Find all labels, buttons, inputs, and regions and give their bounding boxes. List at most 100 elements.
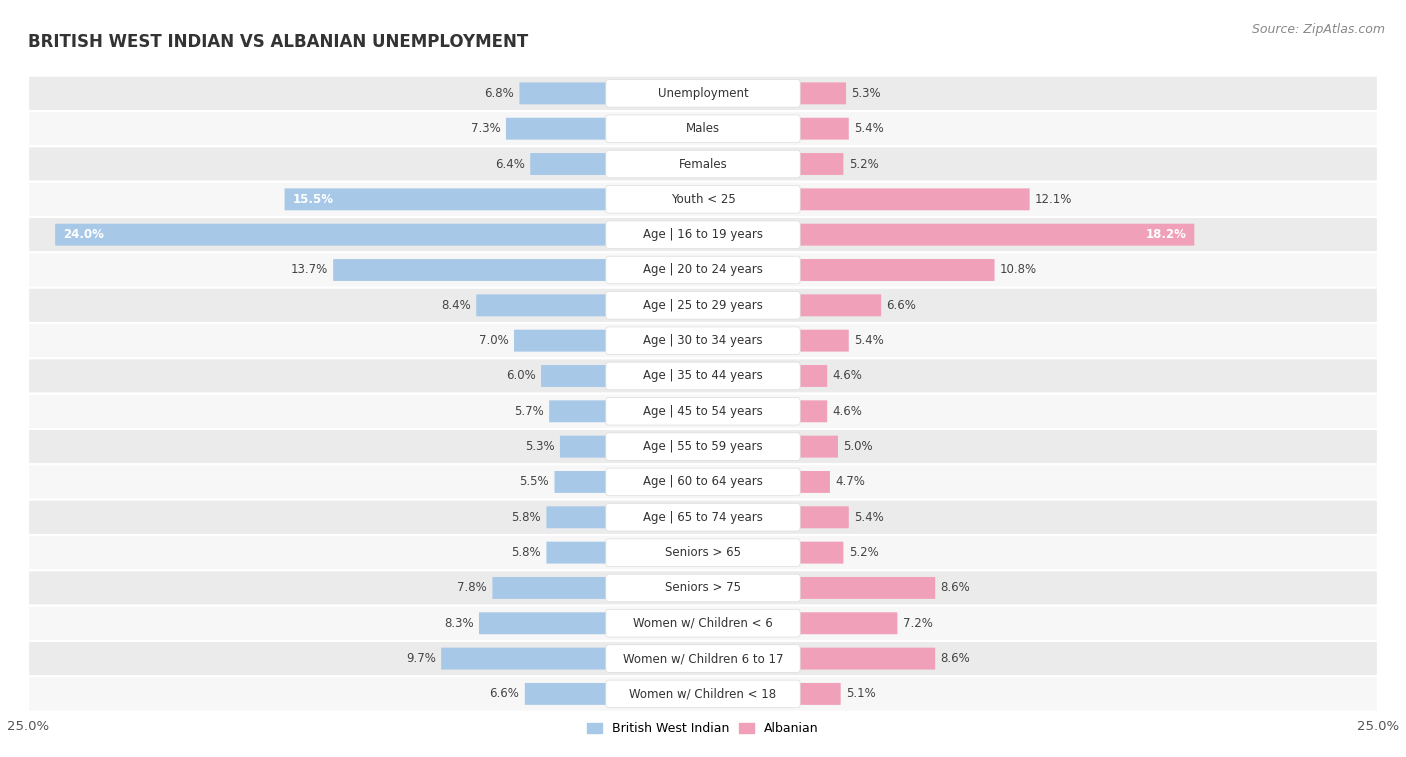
FancyBboxPatch shape	[606, 256, 800, 284]
Text: 8.3%: 8.3%	[444, 617, 474, 630]
FancyBboxPatch shape	[606, 362, 800, 390]
FancyBboxPatch shape	[703, 294, 882, 316]
Text: 6.0%: 6.0%	[506, 369, 536, 382]
FancyBboxPatch shape	[519, 83, 703, 104]
Text: 5.4%: 5.4%	[855, 122, 884, 136]
Text: 24.0%: 24.0%	[63, 228, 104, 241]
FancyBboxPatch shape	[703, 83, 846, 104]
FancyBboxPatch shape	[703, 436, 838, 457]
Text: Females: Females	[679, 157, 727, 170]
FancyBboxPatch shape	[28, 429, 1378, 464]
FancyBboxPatch shape	[477, 294, 703, 316]
Text: Age | 60 to 64 years: Age | 60 to 64 years	[643, 475, 763, 488]
FancyBboxPatch shape	[28, 323, 1378, 358]
FancyBboxPatch shape	[28, 641, 1378, 676]
FancyBboxPatch shape	[703, 259, 994, 281]
FancyBboxPatch shape	[524, 683, 703, 705]
Text: Age | 25 to 29 years: Age | 25 to 29 years	[643, 299, 763, 312]
FancyBboxPatch shape	[606, 115, 800, 142]
Text: 12.1%: 12.1%	[1035, 193, 1073, 206]
FancyBboxPatch shape	[703, 471, 830, 493]
FancyBboxPatch shape	[560, 436, 703, 457]
Text: 9.7%: 9.7%	[406, 652, 436, 665]
FancyBboxPatch shape	[28, 182, 1378, 217]
FancyBboxPatch shape	[703, 542, 844, 563]
Text: 4.6%: 4.6%	[832, 405, 862, 418]
FancyBboxPatch shape	[28, 146, 1378, 182]
FancyBboxPatch shape	[547, 506, 703, 528]
Text: 8.6%: 8.6%	[941, 581, 970, 594]
FancyBboxPatch shape	[530, 153, 703, 175]
Text: 7.0%: 7.0%	[479, 334, 509, 347]
Text: Women w/ Children < 6: Women w/ Children < 6	[633, 617, 773, 630]
FancyBboxPatch shape	[333, 259, 703, 281]
FancyBboxPatch shape	[441, 648, 703, 669]
Text: 6.6%: 6.6%	[489, 687, 519, 700]
Text: 8.4%: 8.4%	[441, 299, 471, 312]
FancyBboxPatch shape	[703, 365, 827, 387]
Text: 15.5%: 15.5%	[292, 193, 333, 206]
Text: 4.7%: 4.7%	[835, 475, 865, 488]
Text: 10.8%: 10.8%	[1000, 263, 1038, 276]
FancyBboxPatch shape	[606, 680, 800, 708]
FancyBboxPatch shape	[28, 76, 1378, 111]
FancyBboxPatch shape	[492, 577, 703, 599]
Text: Age | 55 to 59 years: Age | 55 to 59 years	[643, 440, 763, 453]
Text: 5.8%: 5.8%	[512, 511, 541, 524]
Text: 13.7%: 13.7%	[291, 263, 328, 276]
Text: 5.2%: 5.2%	[849, 157, 879, 170]
Text: 18.2%: 18.2%	[1146, 228, 1187, 241]
Text: Age | 20 to 24 years: Age | 20 to 24 years	[643, 263, 763, 276]
Text: Unemployment: Unemployment	[658, 87, 748, 100]
FancyBboxPatch shape	[28, 500, 1378, 535]
FancyBboxPatch shape	[703, 188, 1029, 210]
FancyBboxPatch shape	[606, 468, 800, 496]
Text: BRITISH WEST INDIAN VS ALBANIAN UNEMPLOYMENT: BRITISH WEST INDIAN VS ALBANIAN UNEMPLOY…	[28, 33, 529, 51]
Text: 5.3%: 5.3%	[524, 440, 554, 453]
FancyBboxPatch shape	[703, 224, 1194, 245]
Legend: British West Indian, Albanian: British West Indian, Albanian	[582, 718, 824, 740]
FancyBboxPatch shape	[28, 606, 1378, 641]
FancyBboxPatch shape	[703, 612, 897, 634]
Text: 5.2%: 5.2%	[849, 546, 879, 559]
Text: Males: Males	[686, 122, 720, 136]
Text: 6.6%: 6.6%	[887, 299, 917, 312]
Text: Age | 30 to 34 years: Age | 30 to 34 years	[643, 334, 763, 347]
FancyBboxPatch shape	[28, 252, 1378, 288]
Text: 7.8%: 7.8%	[457, 581, 486, 594]
Text: 5.5%: 5.5%	[519, 475, 550, 488]
Text: 8.6%: 8.6%	[941, 652, 970, 665]
Text: 5.0%: 5.0%	[844, 440, 873, 453]
FancyBboxPatch shape	[606, 79, 800, 107]
Text: Seniors > 75: Seniors > 75	[665, 581, 741, 594]
FancyBboxPatch shape	[703, 330, 849, 351]
FancyBboxPatch shape	[703, 577, 935, 599]
FancyBboxPatch shape	[606, 433, 800, 460]
FancyBboxPatch shape	[554, 471, 703, 493]
FancyBboxPatch shape	[28, 217, 1378, 252]
Text: 4.6%: 4.6%	[832, 369, 862, 382]
FancyBboxPatch shape	[606, 185, 800, 213]
FancyBboxPatch shape	[703, 648, 935, 669]
FancyBboxPatch shape	[28, 464, 1378, 500]
FancyBboxPatch shape	[606, 327, 800, 354]
FancyBboxPatch shape	[606, 503, 800, 531]
FancyBboxPatch shape	[28, 570, 1378, 606]
FancyBboxPatch shape	[606, 221, 800, 248]
Text: Women w/ Children < 18: Women w/ Children < 18	[630, 687, 776, 700]
FancyBboxPatch shape	[506, 118, 703, 139]
FancyBboxPatch shape	[606, 574, 800, 602]
FancyBboxPatch shape	[28, 358, 1378, 394]
FancyBboxPatch shape	[284, 188, 703, 210]
Text: 6.4%: 6.4%	[495, 157, 524, 170]
FancyBboxPatch shape	[28, 676, 1378, 712]
FancyBboxPatch shape	[28, 288, 1378, 323]
Text: 5.8%: 5.8%	[512, 546, 541, 559]
Text: Youth < 25: Youth < 25	[671, 193, 735, 206]
FancyBboxPatch shape	[606, 397, 800, 425]
Text: 5.1%: 5.1%	[846, 687, 876, 700]
Text: 7.3%: 7.3%	[471, 122, 501, 136]
Text: Age | 35 to 44 years: Age | 35 to 44 years	[643, 369, 763, 382]
FancyBboxPatch shape	[515, 330, 703, 351]
FancyBboxPatch shape	[606, 539, 800, 566]
